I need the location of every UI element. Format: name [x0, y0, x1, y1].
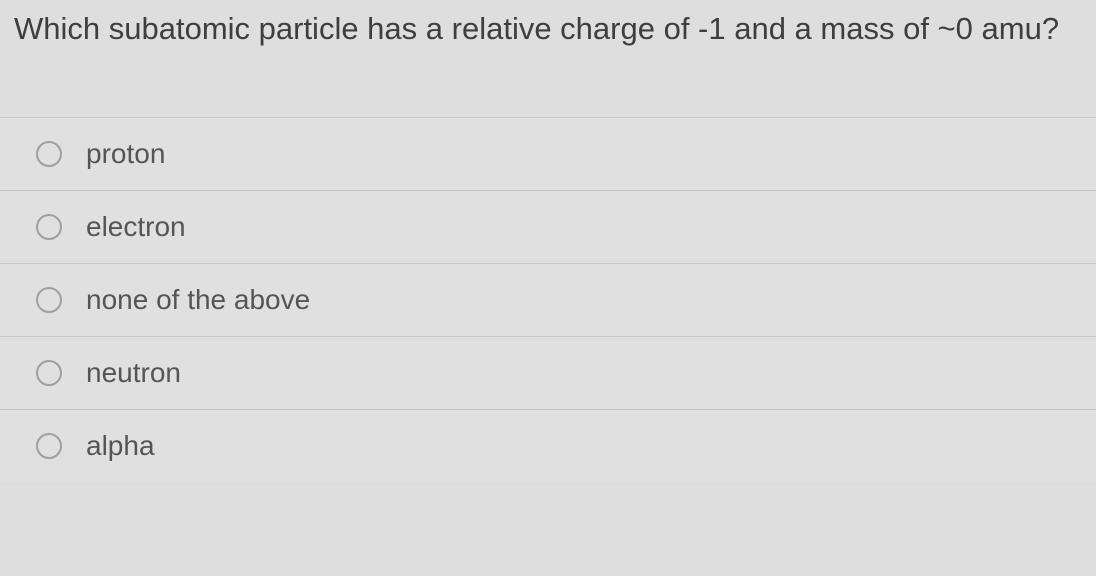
radio-icon[interactable] [36, 287, 62, 313]
option-label: proton [86, 138, 165, 170]
quiz-container: Which subatomic particle has a relative … [0, 0, 1096, 576]
question-text: Which subatomic particle has a relative … [0, 0, 1096, 83]
option-row[interactable]: neutron [0, 336, 1096, 409]
options-list: proton electron none of the above neutro… [0, 117, 1096, 482]
radio-icon[interactable] [36, 141, 62, 167]
radio-icon[interactable] [36, 360, 62, 386]
radio-icon[interactable] [36, 214, 62, 240]
option-label: none of the above [86, 284, 310, 316]
option-row[interactable]: proton [0, 117, 1096, 190]
option-row[interactable]: alpha [0, 409, 1096, 482]
option-row[interactable]: none of the above [0, 263, 1096, 336]
option-label: neutron [86, 357, 181, 389]
radio-icon[interactable] [36, 433, 62, 459]
option-label: alpha [86, 430, 155, 462]
option-label: electron [86, 211, 186, 243]
option-row[interactable]: electron [0, 190, 1096, 263]
